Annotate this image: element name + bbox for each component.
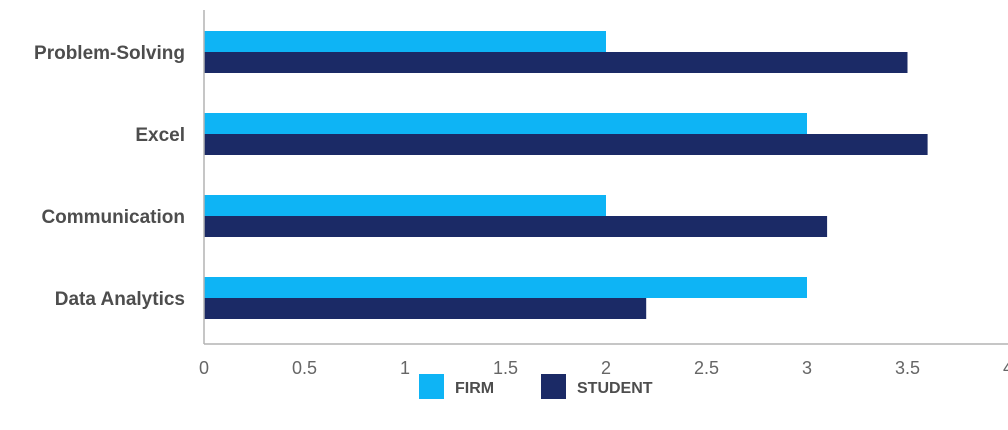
category-label: Data Analytics bbox=[55, 289, 185, 310]
x-tick-label: 0.5 bbox=[292, 358, 317, 378]
bar-student-data-analytics bbox=[204, 298, 647, 319]
category-labels: Problem-Solving Excel Communication Data An… bbox=[34, 43, 185, 310]
bar-student-excel bbox=[204, 134, 928, 155]
x-axis-ticks: 0 0.5 1 1.5 2 2.5 3 3.5 4 bbox=[199, 358, 1008, 378]
axis-layer bbox=[203, 10, 1008, 345]
category-label: Communication bbox=[41, 207, 185, 228]
legend-swatch-firm bbox=[419, 374, 444, 399]
x-tick-label: 4 bbox=[1003, 358, 1008, 378]
bar-firm-excel bbox=[204, 113, 807, 134]
category-label: Problem-Solving bbox=[34, 43, 185, 64]
bar-firm-communication bbox=[204, 195, 606, 216]
bar-firm-data-analytics bbox=[204, 277, 807, 298]
x-tick-label: 2.5 bbox=[694, 358, 719, 378]
legend-label-firm: FIRM bbox=[455, 380, 494, 397]
x-tick-label: 0 bbox=[199, 358, 209, 378]
legend-swatch-student bbox=[541, 374, 566, 399]
bars-layer bbox=[204, 31, 928, 319]
x-tick-label: 1.5 bbox=[493, 358, 518, 378]
bar-student-problem-solving bbox=[204, 52, 908, 73]
bar-firm-problem-solving bbox=[204, 31, 606, 52]
x-tick-label: 2 bbox=[601, 358, 611, 378]
x-tick-label: 3 bbox=[802, 358, 812, 378]
legend-label-student: STUDENT bbox=[577, 380, 653, 397]
legend: FIRM STUDENT bbox=[419, 374, 653, 399]
x-tick-label: 1 bbox=[400, 358, 410, 378]
x-tick-label: 3.5 bbox=[895, 358, 920, 378]
bar-student-communication bbox=[204, 216, 828, 237]
category-label: Excel bbox=[135, 125, 185, 146]
